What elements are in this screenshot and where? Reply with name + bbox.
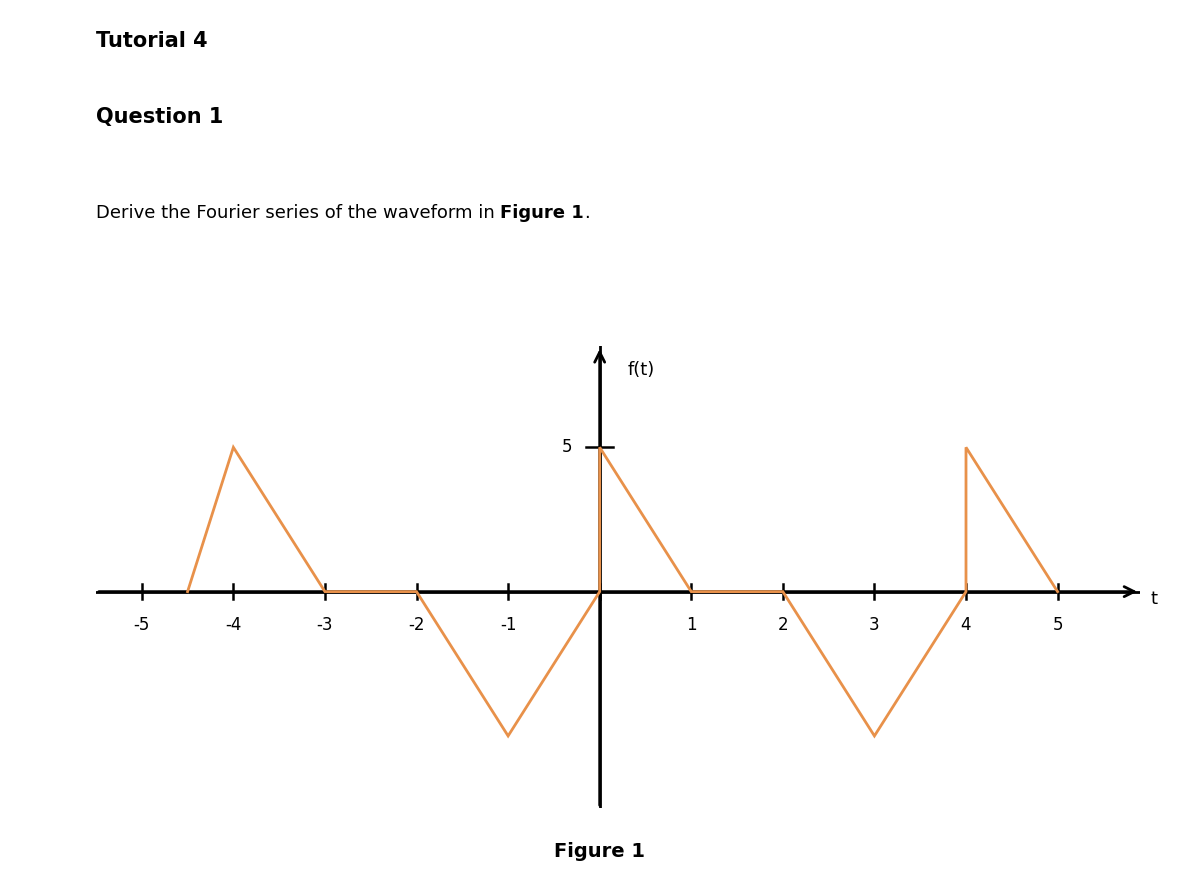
Text: Figure 1: Figure 1 [554,843,646,861]
Text: -3: -3 [317,616,334,634]
Text: 1: 1 [686,616,696,634]
Text: -2: -2 [408,616,425,634]
Text: .: . [584,204,590,222]
Text: -4: -4 [226,616,241,634]
Text: 3: 3 [869,616,880,634]
Text: Figure 1: Figure 1 [500,204,584,222]
Text: t: t [1151,590,1158,608]
Text: 5: 5 [1052,616,1063,634]
Text: -5: -5 [133,616,150,634]
Text: 5: 5 [562,439,572,456]
Text: Question 1: Question 1 [96,107,223,127]
Text: 2: 2 [778,616,788,634]
Text: Tutorial 4: Tutorial 4 [96,31,208,52]
Text: -1: -1 [500,616,516,634]
Text: f(t): f(t) [628,361,654,379]
Text: 4: 4 [961,616,971,634]
Text: Derive the Fourier series of the waveform in: Derive the Fourier series of the wavefor… [96,204,500,222]
